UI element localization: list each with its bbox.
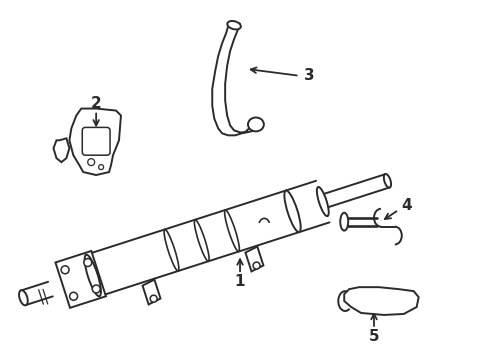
Ellipse shape (19, 290, 28, 305)
Circle shape (92, 285, 100, 293)
Ellipse shape (317, 187, 329, 216)
Circle shape (98, 165, 103, 170)
Polygon shape (245, 247, 264, 271)
Circle shape (253, 262, 260, 269)
Text: 2: 2 (91, 96, 101, 111)
Circle shape (150, 295, 157, 302)
Ellipse shape (284, 190, 301, 232)
Circle shape (61, 266, 69, 274)
Ellipse shape (164, 229, 179, 271)
Text: 5: 5 (368, 329, 379, 344)
Ellipse shape (85, 255, 101, 296)
Polygon shape (143, 280, 161, 305)
Text: 4: 4 (401, 198, 412, 213)
Ellipse shape (248, 117, 264, 131)
Text: 1: 1 (235, 274, 245, 289)
Circle shape (84, 258, 92, 266)
Ellipse shape (227, 21, 241, 30)
Polygon shape (344, 287, 418, 315)
Circle shape (88, 159, 95, 166)
Polygon shape (55, 251, 106, 308)
FancyBboxPatch shape (82, 127, 110, 155)
Circle shape (70, 292, 77, 300)
Ellipse shape (340, 213, 348, 231)
Ellipse shape (195, 220, 209, 261)
Polygon shape (70, 109, 121, 175)
Polygon shape (53, 138, 70, 162)
Polygon shape (212, 23, 260, 135)
Ellipse shape (384, 174, 391, 188)
Text: 3: 3 (304, 68, 315, 83)
Ellipse shape (224, 210, 240, 252)
